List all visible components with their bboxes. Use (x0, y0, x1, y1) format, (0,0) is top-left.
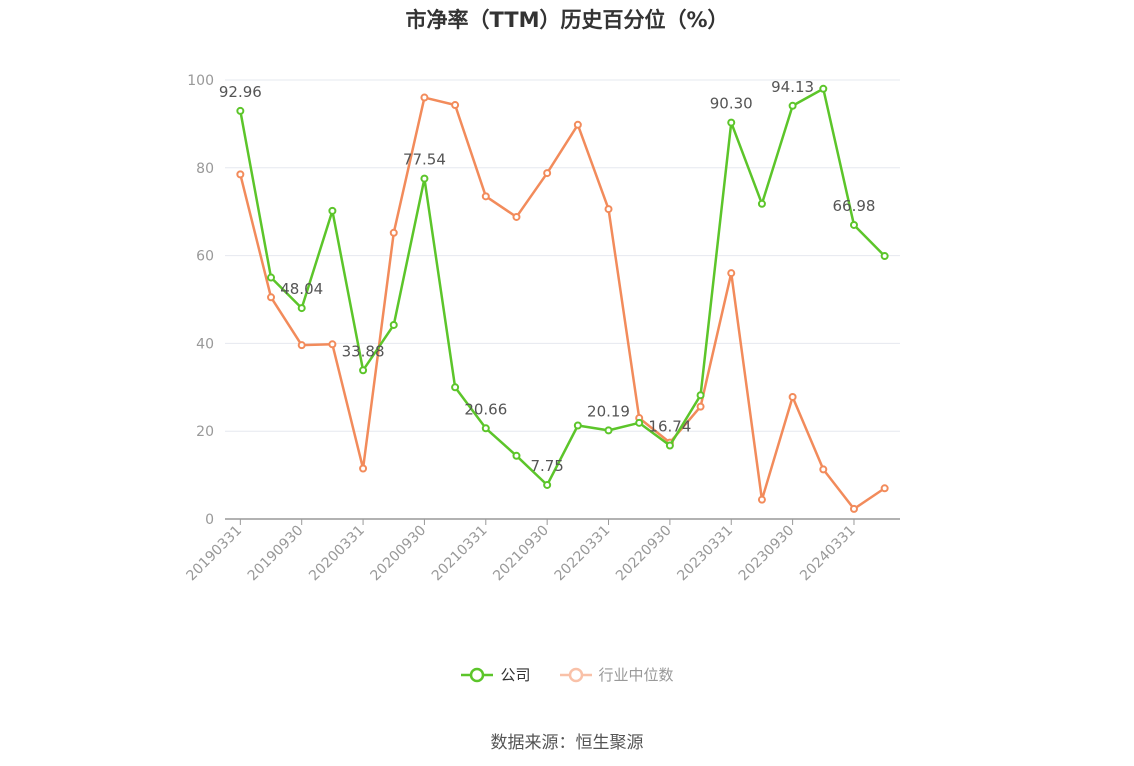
data-label: 20.66 (464, 400, 507, 418)
legend-line-marker-icon (559, 667, 592, 682)
data-point-industry-median (880, 484, 889, 493)
data-point-industry-median (849, 504, 858, 513)
legend-line-marker-icon (461, 667, 494, 682)
data-point-company (819, 84, 828, 93)
data-point-company (451, 383, 460, 392)
legend-item-company[interactable]: 公司 (460, 664, 531, 685)
data-point-industry-median (420, 93, 429, 102)
data-point-company (543, 480, 552, 489)
y-tick-label: 20 (196, 424, 214, 440)
data-point-company (727, 118, 736, 127)
x-tick-label: 20210930 (490, 523, 552, 585)
y-tick-label: 60 (196, 249, 214, 265)
x-tick-label: 20220331 (552, 523, 614, 585)
data-point-company (359, 366, 368, 375)
data-point-company (757, 199, 766, 208)
data-point-company (788, 101, 797, 110)
x-tick-label: 20190930 (245, 523, 307, 585)
data-label: 90.30 (710, 95, 753, 113)
data-point-company (389, 320, 398, 329)
data-point-industry-median (267, 293, 276, 302)
data-point-company (665, 441, 674, 450)
data-labels: 92.96 48.04 33.88 77.54 20.66 7.75 20.19 16.74 9… (219, 78, 876, 475)
y-tick-label: 0 (205, 512, 214, 528)
data-point-company (267, 273, 276, 282)
data-point-industry-median (819, 465, 828, 474)
data-point-company (328, 206, 337, 215)
data-point-company (696, 391, 705, 400)
chart-title: 市净率（TTM）历史百分位（%） (405, 8, 729, 32)
legend-item-industry-median[interactable]: 行业中位数 (559, 664, 674, 685)
grid-lines (225, 79, 900, 432)
x-tick-label: 20210331 (429, 523, 491, 585)
data-point-industry-median (573, 120, 582, 129)
legend-label-industry-median: 行业中位数 (598, 666, 674, 684)
series-line-company (239, 87, 886, 487)
data-point-industry-median (604, 205, 613, 214)
series-line-industry-median (239, 96, 886, 511)
data-source: 数据来源：恒生聚源 (490, 733, 644, 753)
data-label: 66.98 (833, 197, 876, 215)
legend: 公司 行业中位数 (0, 664, 1134, 685)
y-tick-label: 40 (196, 336, 214, 352)
x-tick-label: 20190331 (183, 523, 245, 585)
x-tick-label: 20200930 (368, 523, 430, 585)
data-point-company (236, 106, 245, 115)
x-tick-label: 20220930 (613, 523, 675, 585)
data-point-company (849, 220, 858, 229)
data-label: 92.96 (219, 83, 262, 101)
data-point-company (604, 426, 613, 435)
x-tick-label: 20230930 (736, 523, 798, 585)
data-label: 48.04 (280, 280, 323, 298)
data-point-company (297, 304, 306, 313)
data-point-industry-median (236, 170, 245, 179)
legend-label-company: 公司 (500, 666, 531, 684)
data-point-industry-median (389, 228, 398, 237)
data-point-industry-median (727, 269, 736, 278)
data-point-industry-median (512, 212, 521, 221)
data-point-industry-median (481, 192, 490, 201)
data-point-industry-median (788, 392, 797, 401)
series-layer (236, 84, 889, 513)
data-point-company (481, 424, 490, 433)
data-label: 94.13 (771, 78, 814, 96)
data-point-industry-median (757, 495, 766, 504)
y-tick-label: 100 (187, 73, 214, 89)
x-tick-label: 20200331 (306, 523, 368, 585)
y-tick-label: 80 (196, 161, 214, 177)
data-label: 33.88 (342, 342, 385, 360)
data-label: 20.19 (587, 402, 630, 420)
x-tick-label: 20240331 (797, 523, 859, 585)
data-point-industry-median (297, 341, 306, 350)
data-point-company (635, 418, 644, 427)
data-point-industry-median (451, 101, 460, 110)
x-tick-label: 20230331 (674, 523, 736, 585)
data-label: 77.54 (403, 151, 446, 169)
data-point-industry-median (543, 169, 552, 178)
data-point-company (420, 174, 429, 183)
data-point-industry-median (328, 340, 337, 349)
data-label: 16.74 (648, 418, 691, 436)
data-point-industry-median (359, 464, 368, 473)
data-point-company (880, 252, 889, 261)
data-label: 7.75 (530, 457, 563, 475)
data-point-company (573, 421, 582, 430)
data-point-company (512, 451, 521, 460)
data-point-industry-median (696, 402, 705, 411)
